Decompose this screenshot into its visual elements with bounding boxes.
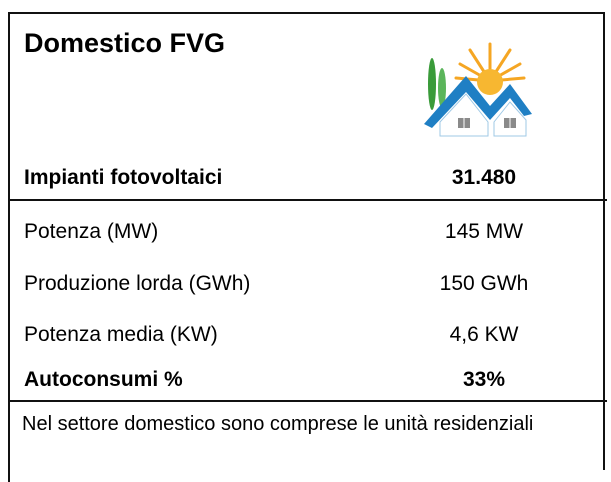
row-label: Produzione lorda (GWh) (24, 272, 251, 295)
title: Domestico FVG (24, 28, 226, 58)
table-row: Produzione lorda (GWh) 150 GWh (24, 264, 594, 304)
row-value: 150 GWh (439, 272, 529, 295)
header-value: 31.480 (451, 166, 517, 189)
card: Domestico FVG Impianti fotovoltaici 31.4… (8, 12, 607, 482)
row-label: Potenza (MW) (24, 220, 159, 243)
table-row: Potenza media (KW) 4,6 KW (24, 315, 594, 355)
row-label: Autoconsumi % (24, 368, 183, 391)
row-label: Potenza media (KW) (24, 323, 218, 346)
table-row: Potenza (MW) 145 MW (24, 212, 594, 252)
separator (10, 400, 607, 402)
header-row: Impianti fotovoltaici 31.480 (24, 158, 594, 198)
note: Nel settore domestico sono comprese le u… (22, 413, 534, 435)
logo (424, 42, 532, 137)
table-row: Autoconsumi % 33% (24, 360, 594, 400)
separator (10, 199, 607, 201)
page: {"title": "Domestico FVG", "table": { "h… (8, 12, 607, 482)
header-label: Impianti fotovoltaici (24, 166, 223, 189)
border (603, 12, 605, 470)
row-value: 33% (462, 368, 506, 391)
row-value: 4,6 KW (449, 323, 519, 346)
row-value: 145 MW (444, 220, 524, 243)
